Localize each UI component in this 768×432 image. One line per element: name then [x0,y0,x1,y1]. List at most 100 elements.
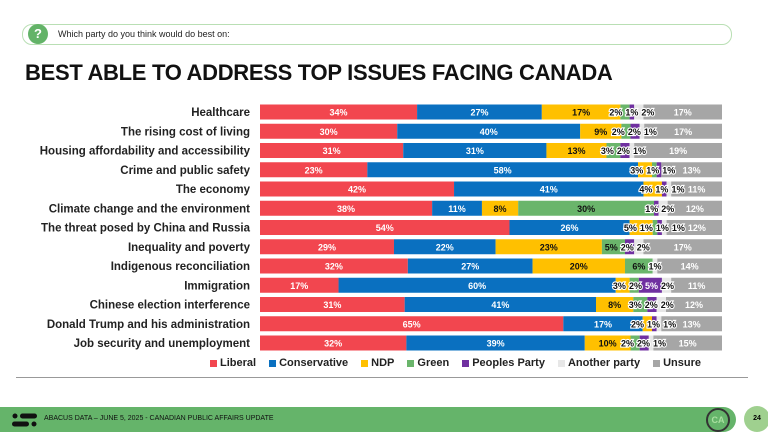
bar-segment-liberal [260,277,339,293]
bar-segment-unsure [644,123,722,139]
bar-segment-liberal [260,200,433,216]
legend-label: Unsure [663,357,701,369]
data-label: 42% [348,185,366,195]
category-label: Job security and unemployment [74,338,251,350]
data-label: 6% [632,262,645,272]
bar-segment-unsure [671,181,722,197]
data-label: 23% [540,242,558,252]
legend-item: Another party [557,357,641,369]
bar-segment-green [518,200,655,216]
bar-segment-conservative [403,143,547,158]
bar-segment-conservative [509,220,630,235]
category-label: Crime and public safety [120,165,250,177]
bar-segment-green [629,277,639,293]
data-label: 2% [617,146,630,156]
data-label: 2% [628,127,641,137]
bar-segment-ndp [596,297,634,312]
bar-segment-ndp [546,143,607,158]
data-label: 65% [403,319,421,329]
bar-segment-peoples-party [661,181,667,197]
data-label: 32% [325,262,343,272]
data-label: 1% [640,223,653,233]
bar-segment-conservative [404,297,596,312]
data-label: 41% [491,300,509,310]
data-label: 31% [466,146,484,156]
legend-item: Liberal [210,357,256,369]
bar-segment-ndp [629,220,653,235]
bar-segment-liberal [260,123,398,139]
data-label: 2% [641,108,654,118]
bar-segment-ndp [584,335,631,351]
bar-segment-peoples-party [629,104,635,120]
bar-segment-unsure [666,220,722,235]
data-label: 20% [570,262,588,272]
legend-swatch [407,359,415,367]
data-label: 41% [540,185,558,195]
page-title: BEST ABLE TO ADDRESS TOP ISSUES FACING C… [25,60,613,85]
bar-segment-unsure [653,335,722,351]
bar-segment-liberal [260,104,418,120]
data-label: 1% [644,127,657,137]
legend-swatch [210,359,217,367]
legend-label: Another party [567,357,641,369]
data-label: 2% [661,281,674,291]
data-label: 26% [561,223,579,233]
data-label: 1% [625,108,638,118]
category-label: Immigration [184,280,250,292]
legend-label: Liberal [220,357,257,369]
bar-segment-green [620,104,630,120]
data-label: 17% [674,242,692,252]
data-label: 27% [461,262,479,272]
data-label: 3% [629,300,642,310]
legend-label: Green [417,357,450,369]
data-label: 1% [633,146,646,156]
bar-segment-liberal [260,181,455,197]
bar-segment-green [652,220,658,235]
legend-swatch [557,359,565,367]
bar-segment-conservative [563,316,643,332]
bar-segment-ndp [532,258,625,274]
bar-segment-green [624,258,653,274]
bar-segment-liberal [260,239,394,255]
data-label: 12% [688,223,706,233]
legend-label: NDP [371,357,395,369]
bar-segment-unsure [667,200,722,216]
data-label: 2% [661,300,674,310]
bar-segment-unsure [643,239,722,255]
bar-segment-peoples-party [657,220,662,235]
bar-segment-conservative [406,335,585,351]
bar-segment-unsure [634,143,722,158]
bar-segment-conservative [407,258,533,274]
bar-segment-green [621,123,631,139]
bar-segment-liberal [260,316,564,332]
legend-label: Peoples Party [472,357,545,369]
category-label: The threat posed by China and Russia [41,223,251,235]
data-label: 2% [609,108,622,118]
category-label: The rising cost of living [121,126,250,138]
data-label: 31% [323,146,341,156]
data-label: 1% [649,262,662,272]
data-label: 30% [577,204,595,214]
data-label: 22% [436,242,454,252]
bar-segment-conservative [432,200,482,216]
page-number: 24 [744,406,768,432]
data-label: 14% [681,262,699,272]
bar-segment-unsure [666,297,722,312]
bar-segment-conservative [338,277,616,293]
bar-segment-ndp [481,200,519,216]
legend-swatch [462,359,470,367]
bar-segment-unsure [657,258,722,274]
bar-segment-conservative [417,104,542,120]
stacked-bar-chart: Healthcare 34% 27% 17% 2% 1% 2% 17%The rising c… [40,104,722,351]
bar-segment-another-party [661,220,667,235]
data-label: 32% [324,339,342,349]
data-label: 13% [567,146,585,156]
data-label: 2% [612,127,625,137]
bar-segment-another-party [634,104,644,120]
data-label: 1% [672,223,685,233]
bar-segment-another-party [634,239,644,255]
question-icon: ? [28,24,48,44]
divider [16,377,748,378]
bar-segment-another-party [639,123,645,139]
legend-swatch [361,359,369,367]
